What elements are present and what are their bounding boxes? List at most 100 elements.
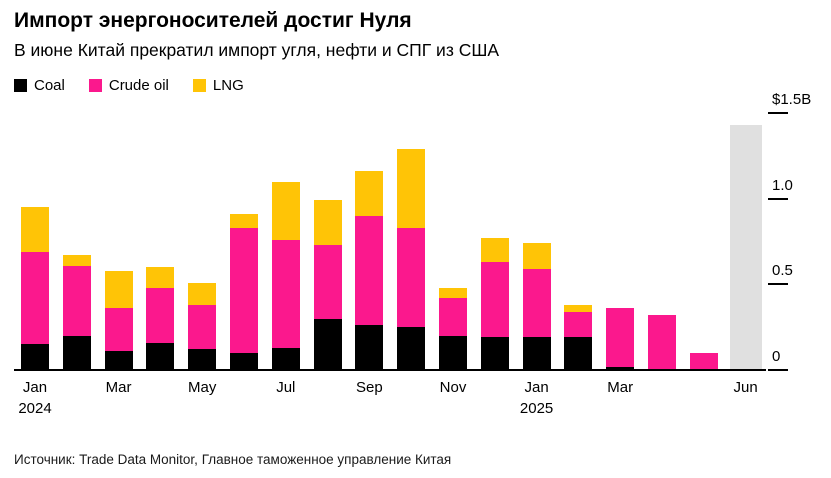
bar-segment-lng [313, 200, 342, 245]
bar-jan-2025 [522, 243, 551, 370]
x-tick-label-jun: Jun [711, 377, 781, 398]
bar-segment-crude-oil [355, 215, 384, 326]
x-axis-line [14, 369, 766, 371]
bar-aug-2024 [313, 200, 342, 370]
y-tick-label-0-5: 0.5 [772, 262, 793, 280]
x-tick-year: 2025 [519, 400, 554, 417]
legend-label-lng: LNG [212, 77, 244, 94]
bar-dec-2024 [480, 238, 509, 370]
bar-oct-2024 [397, 149, 426, 370]
bar-segment-crude-oil [397, 227, 426, 328]
bar-segment-crude-oil [564, 311, 593, 338]
bar-segment-crude-oil [606, 308, 635, 367]
bar-segment-crude-oil [188, 304, 217, 350]
chart-legend: Coal Crude oil LNG [14, 77, 244, 94]
bar-segment-crude-oil [21, 251, 49, 345]
y-tick-label-1-0: 1.0 [772, 176, 793, 194]
bar-segment-coal [21, 344, 49, 370]
source-note: Источник: Trade Data Monitor, Главное та… [14, 452, 452, 467]
highlight-band-jun-2025 [729, 125, 762, 370]
chart-header: Импорт энергоносителей достиг Нуля В июн… [14, 8, 817, 61]
x-tick-month: Jul [276, 379, 296, 396]
bar-segment-lng [522, 243, 551, 269]
bar-jan-2024 [21, 207, 49, 370]
legend-label-coal: Coal [34, 77, 65, 94]
bar-may-2025 [689, 352, 718, 370]
bar-segment-lng [480, 238, 509, 263]
bar-segment-coal [188, 349, 217, 370]
bar-mar-2025 [606, 308, 635, 370]
bar-jun-2024 [230, 214, 258, 370]
y-tick-0-5 [768, 283, 788, 286]
bar-segment-crude-oil [522, 268, 551, 338]
bar-segment-crude-oil [689, 352, 718, 370]
bar-segment-crude-oil [480, 262, 509, 338]
bar-segment-coal [564, 337, 593, 370]
bar-segment-crude-oil [313, 244, 342, 319]
bar-segment-crude-oil [146, 287, 175, 343]
bar-segment-coal [606, 366, 635, 370]
bar-apr-2025 [648, 315, 676, 370]
x-tick-month: Jan [524, 379, 549, 396]
bar-segment-crude-oil [439, 298, 467, 336]
chart-subtitle: В июне Китай прекратил импорт угля, нефт… [14, 40, 500, 61]
legend-item-coal: Coal [14, 77, 65, 94]
bar-segment-crude-oil [104, 308, 133, 352]
bar-sep-2024 [355, 171, 384, 370]
x-tick-label-jan-2024: Jan 2024 [0, 377, 70, 419]
crude-oil-swatch [88, 79, 102, 92]
bar-segment-lng [21, 207, 49, 252]
legend-item-lng: LNG [192, 77, 244, 94]
lng-swatch [192, 79, 206, 92]
bar-segment-lng [104, 270, 133, 309]
bar-segment-coal [522, 337, 551, 370]
x-tick-label-may: May [167, 377, 237, 398]
bar-apr-2024 [146, 267, 175, 370]
x-tick-label-sep: Sep [334, 377, 404, 398]
y-tick-label-0: 0 [772, 348, 781, 365]
bar-segment-coal [313, 318, 342, 370]
bar-segment-coal [146, 342, 175, 370]
bar-segment-lng [439, 287, 467, 299]
bar-segment-lng [397, 149, 426, 228]
x-tick-month: Jan [22, 379, 48, 396]
legend-label-crude-oil: Crude oil [108, 77, 169, 94]
bar-segment-crude-oil [62, 265, 91, 336]
stacked-bar-chart: $1.5B 1.0 0.5 0 Jan 2024 Mar May Jul Sep Nov Jan 20… [0, 91, 831, 435]
bar-segment-coal [230, 352, 258, 370]
bar-may-2024 [188, 282, 217, 370]
x-tick-label-mar: Mar [585, 377, 655, 398]
x-tick-month: Mar [607, 379, 634, 396]
bar-segment-coal [439, 335, 467, 370]
bar-segment-coal [271, 347, 300, 370]
chart-title: Импорт энергоносителей достиг Нуля [14, 9, 412, 32]
bar-segment-coal [355, 325, 384, 370]
bar-segment-lng [564, 304, 593, 312]
bar-segment-crude-oil [648, 315, 676, 370]
coal-swatch [14, 79, 27, 92]
legend-item-crude-oil: Crude oil [88, 77, 169, 94]
x-tick-label-nov: Nov [418, 377, 488, 398]
bar-nov-2024 [439, 287, 467, 370]
x-tick-month: Sep [356, 379, 383, 396]
x-tick-month: May [188, 379, 217, 396]
bar-segment-lng [355, 171, 384, 216]
y-tick--1-5b [768, 112, 788, 114]
y-tick-1-0 [768, 197, 788, 200]
bar-segment-crude-oil [230, 227, 258, 353]
bar-segment-lng [230, 214, 258, 228]
bar-mar-2024 [104, 270, 133, 370]
x-tick-year: 2024 [18, 400, 52, 417]
bar-segment-lng [271, 181, 300, 240]
bar-segment-coal [62, 335, 91, 370]
x-tick-label-jan-2025: Jan 2025 [502, 377, 572, 419]
x-tick-label-jul: Jul [251, 377, 321, 398]
x-tick-month: Jun [733, 379, 758, 396]
bar-segment-coal [480, 337, 509, 370]
bar-segment-crude-oil [271, 239, 300, 348]
x-tick-label-mar: Mar [84, 377, 154, 398]
bar-segment-lng [146, 267, 175, 288]
x-tick-month: Mar [105, 379, 132, 396]
bar-segment-coal [104, 351, 133, 370]
